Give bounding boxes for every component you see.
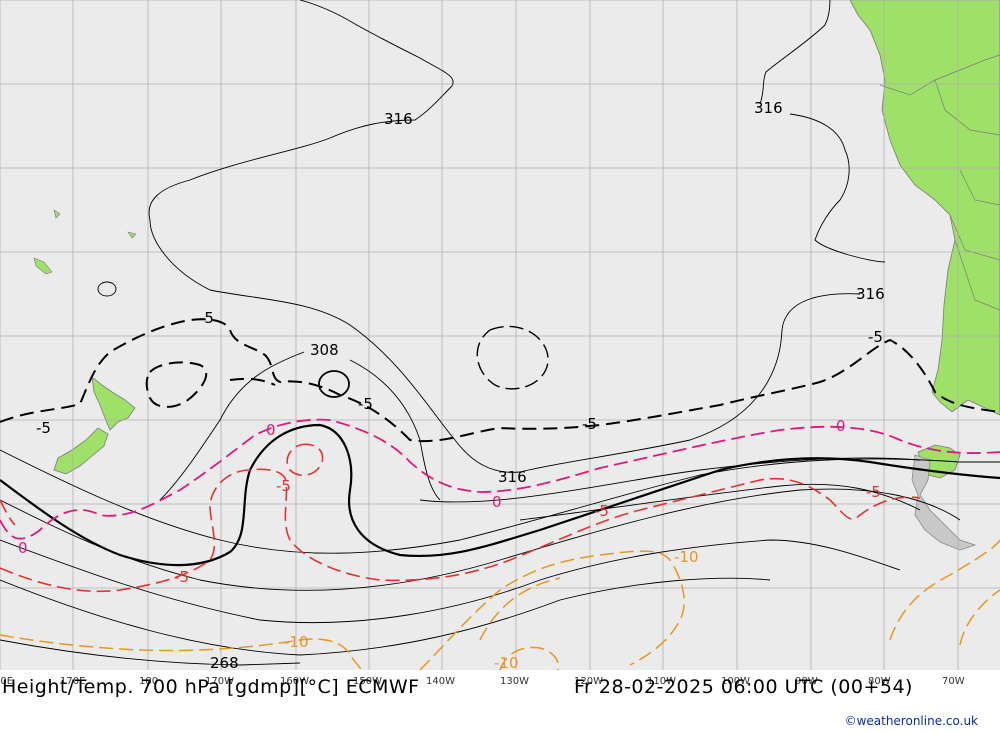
longitude-label: 160W xyxy=(280,676,309,687)
temp-label: -5 xyxy=(36,419,51,437)
longitude-label: 70W xyxy=(942,676,965,687)
longitude-axis: 60E 170E 180 170W 160W 150W 140W 130W 12… xyxy=(0,676,965,687)
temp-label: -5 xyxy=(582,415,597,433)
credit-link[interactable]: ©weatheronline.co.uk xyxy=(844,714,978,728)
temp-label: 0 xyxy=(18,539,28,557)
closed-height-contour xyxy=(97,281,117,297)
longitude-label: 90W xyxy=(795,676,818,687)
closed-height-contour xyxy=(318,370,350,398)
temp-label: -10 xyxy=(284,633,309,651)
temp-label: -5 xyxy=(199,309,214,327)
temp-label: 0 xyxy=(266,421,276,439)
longitude-label: 140W xyxy=(426,676,455,687)
temp-label: 0 xyxy=(492,493,502,511)
height-label: 316 xyxy=(754,99,783,117)
bold-height-contour xyxy=(0,423,1000,567)
longitude-label: 130W xyxy=(500,676,529,687)
chile-fjords xyxy=(911,454,977,551)
height-label: 316 xyxy=(384,110,413,128)
longitude-label: 100W xyxy=(721,676,750,687)
valid-time: Fr 28-02-2025 06:00 UTC (00+54) xyxy=(574,676,913,698)
closed-dashed-contour xyxy=(476,325,549,390)
temp-minus5-isotherm xyxy=(0,443,921,593)
temp-label: -5 xyxy=(174,568,189,586)
temp-minus10-isotherm xyxy=(0,539,1000,670)
longitude-label: 110W xyxy=(647,676,676,687)
temp-zero-isotherm xyxy=(0,418,1000,540)
temp-minus5-black-dashed xyxy=(0,318,1000,443)
temp-label: -5 xyxy=(358,395,373,413)
temp-label: -5 xyxy=(866,483,881,501)
temp-label: -10 xyxy=(674,548,699,566)
longitude-label: 120W xyxy=(574,676,603,687)
new-zealand-south-island xyxy=(53,427,109,475)
temp-label: -5 xyxy=(276,477,291,495)
height-label: 268 xyxy=(210,654,239,670)
weather-map: 316 316 316 316 308 268 -5 -5 -5 -5 -5 0… xyxy=(0,0,1000,670)
height-label: 316 xyxy=(498,468,527,486)
longitude-label: 150W xyxy=(353,676,382,687)
height-contours xyxy=(0,0,1000,666)
country-borders xyxy=(879,54,1000,311)
map-title: Height/Temp. 700 hPa [gdmp][°C] ECMWF xyxy=(2,676,420,698)
temp-label: -10 xyxy=(494,654,519,670)
sea-background xyxy=(0,0,1000,670)
height-label: 308 xyxy=(310,341,339,359)
longitude-label: 170E xyxy=(60,676,85,687)
longitude-label: 170W xyxy=(205,676,234,687)
graticule xyxy=(0,0,1000,670)
height-label: 316 xyxy=(856,285,885,303)
contour-labels: 316 316 316 316 308 268 -5 -5 -5 -5 -5 0… xyxy=(18,99,885,670)
temp-label: -5 xyxy=(868,328,883,346)
temp-label: -5 xyxy=(594,502,609,520)
longitude-label: 180 xyxy=(139,676,158,687)
pacific-islands xyxy=(33,209,137,275)
longitude-label: 80W xyxy=(868,676,891,687)
temp-label: 0 xyxy=(836,417,846,435)
longitude-label: 60E xyxy=(0,676,13,687)
